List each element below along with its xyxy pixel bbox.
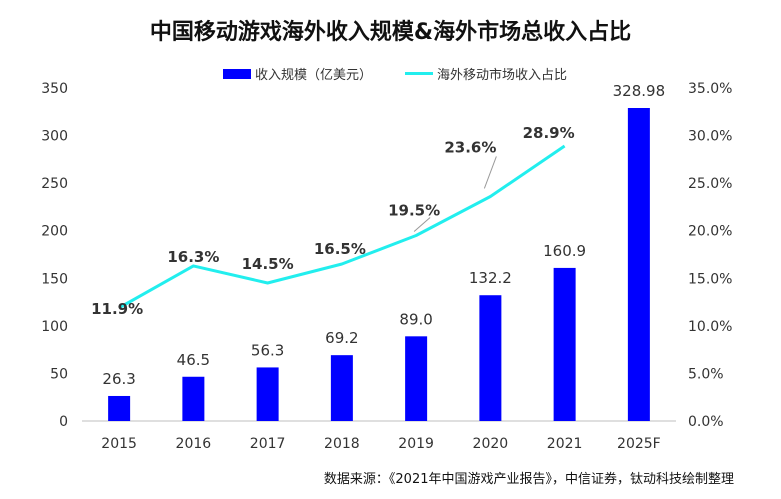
bar-2015 (108, 395, 131, 421)
y-right-tick-label: 10.0% (688, 319, 732, 335)
y-right-tick-label: 20.0% (688, 224, 732, 240)
bar-data-label: 46.5 (177, 351, 210, 369)
y-right-tick-label: 35.0% (688, 81, 732, 97)
x-tick-label: 2020 (473, 436, 509, 452)
leader-line (413, 217, 431, 232)
x-tick-label: 2016 (176, 436, 212, 452)
x-tick-label: 2017 (250, 436, 286, 452)
bar-2017 (256, 367, 279, 421)
bar-data-label: 89.0 (399, 310, 432, 328)
bar-2019 (405, 336, 428, 421)
y-left-tick-label: 100 (41, 319, 68, 335)
line-data-label: 28.9% (523, 124, 575, 142)
x-tick-label: 2019 (398, 436, 434, 452)
x-tick-label: 2025F (617, 436, 661, 452)
bar-2018 (330, 355, 353, 421)
y-left-tick-label: 0 (59, 414, 68, 430)
y-left-tick-label: 150 (41, 271, 68, 287)
line-data-label: 11.9% (91, 300, 143, 318)
y-right-tick-label: 15.0% (688, 271, 732, 287)
legend-swatch-bar (223, 68, 251, 79)
bar-2016 (182, 376, 205, 421)
legend-swatch-line (405, 72, 433, 75)
y-left-tick-label: 350 (41, 81, 68, 97)
bar-2021 (553, 267, 576, 421)
legend-item-bar: 收入规模（亿美元） (223, 64, 372, 83)
y-left-tick-label: 200 (41, 224, 68, 240)
bar-2025F (627, 107, 650, 422)
y-right-tick-label: 30.0% (688, 129, 732, 145)
bar-data-label: 56.3 (251, 341, 284, 359)
x-tick-label: 2018 (324, 436, 360, 452)
bar-data-label: 160.9 (543, 242, 586, 260)
bar-data-label: 132.2 (469, 269, 512, 287)
line-data-label: 14.5% (242, 255, 294, 273)
chart-title: 中国移动游戏海外收入规模&海外市场总收入占比 (149, 20, 632, 45)
bar-data-label: 26.3 (102, 370, 135, 388)
x-tick-label: 2015 (101, 436, 137, 452)
leader-line (483, 156, 497, 189)
line-data-label: 16.3% (167, 248, 219, 266)
y-right-tick-label: 0.0% (688, 414, 724, 430)
bar-data-label: 328.98 (613, 82, 666, 100)
x-tick-label: 2021 (547, 436, 583, 452)
legend-item-line: 海外移动市场收入占比 (405, 64, 567, 83)
y-left-tick-label: 50 (50, 366, 68, 382)
y-right-tick-label: 25.0% (688, 176, 732, 192)
source-note: 数据来源：《2021年中国游戏产业报告》，中信证券，钛动科技绘制整理 (323, 472, 734, 487)
line-data-label: 16.5% (314, 240, 366, 258)
legend-label-line: 海外移动市场收入占比 (437, 68, 568, 83)
bar-data-label: 69.2 (325, 329, 358, 347)
line-data-label: 23.6% (444, 138, 496, 156)
y-right-tick-label: 5.0% (688, 366, 724, 382)
line-data-label: 19.5% (388, 201, 440, 219)
bar-2020 (479, 295, 502, 421)
legend-label-bar: 收入规模（亿美元） (255, 68, 373, 83)
y-left-tick-label: 300 (41, 129, 68, 145)
line-series (118, 144, 566, 310)
legend: 收入规模（亿美元） 海外移动市场收入占比 (0, 64, 781, 84)
y-left-tick-label: 250 (41, 176, 68, 192)
